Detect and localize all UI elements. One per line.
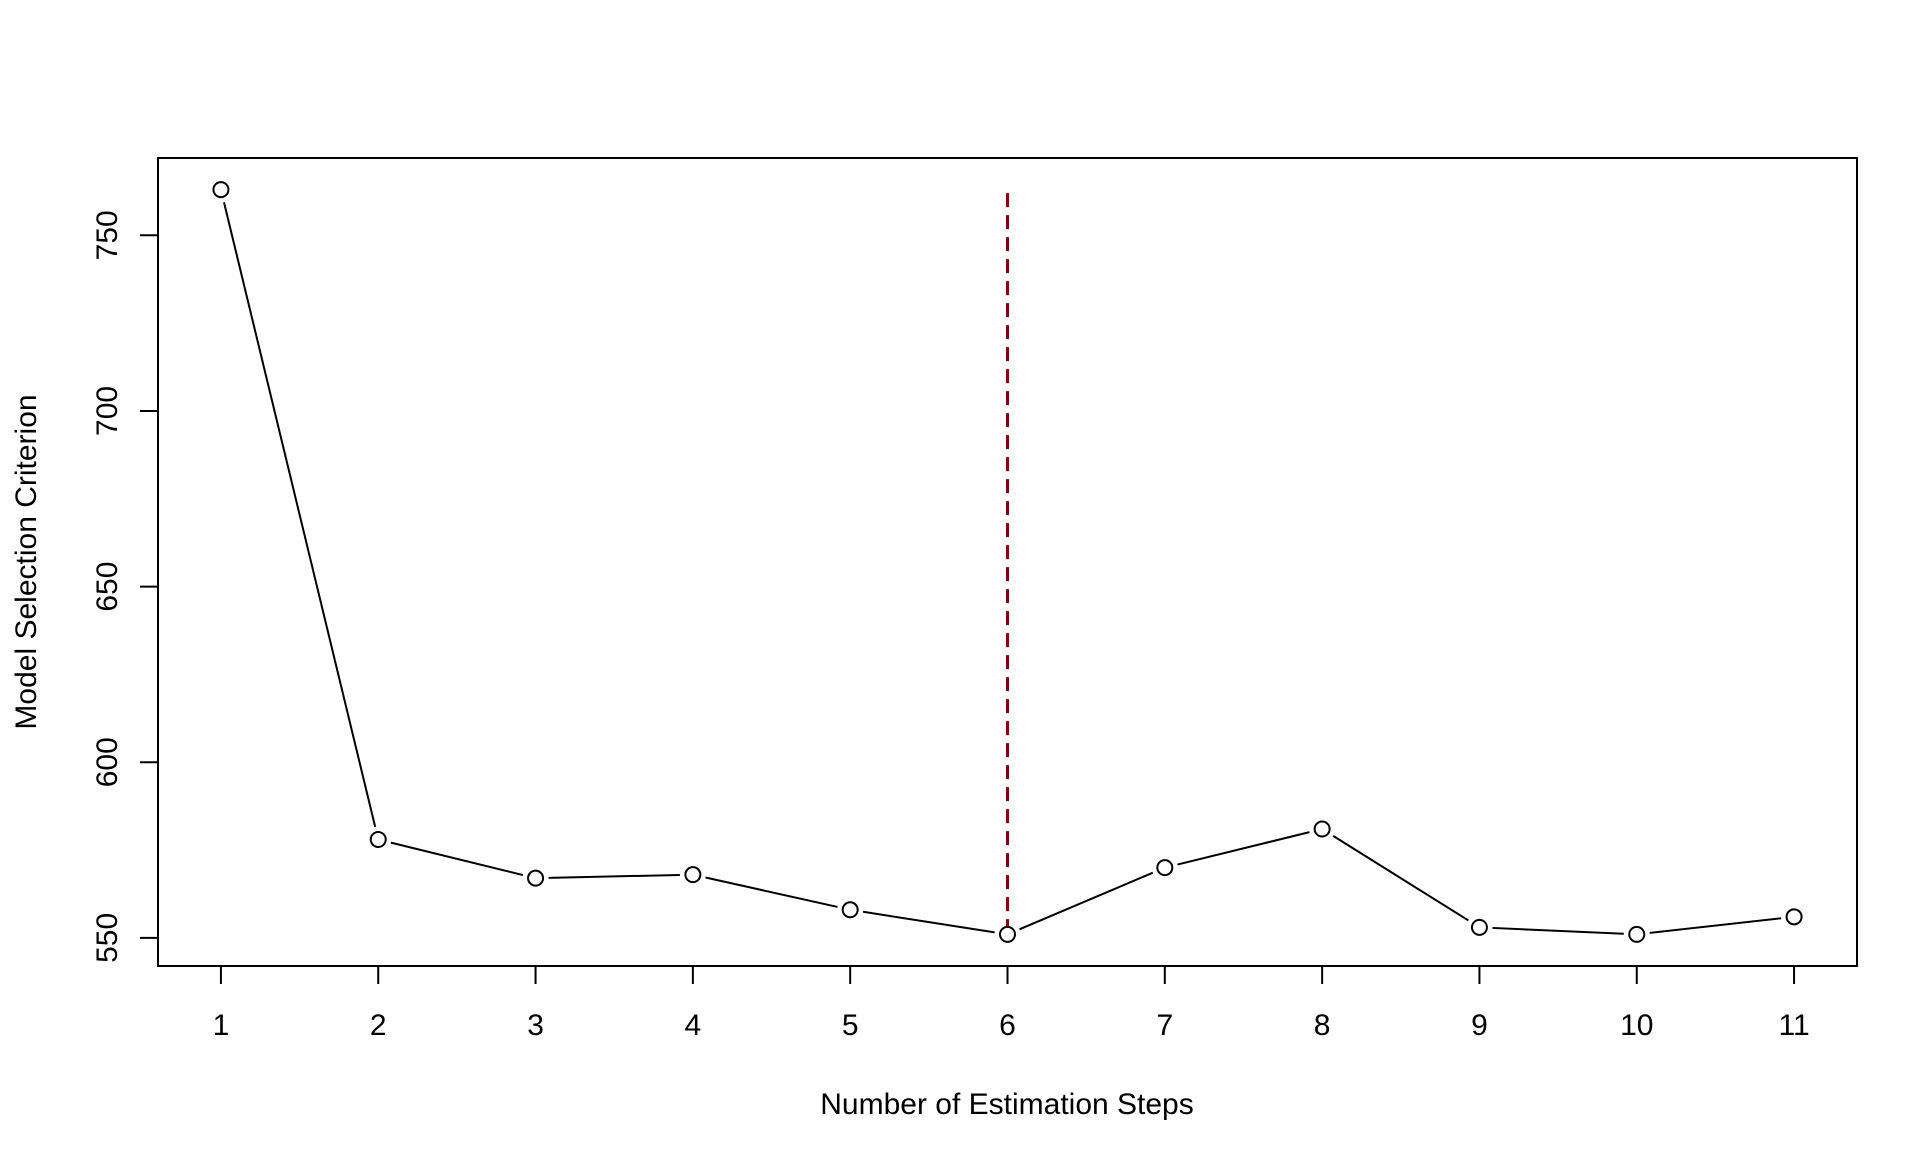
series-line-segment	[223, 202, 377, 828]
series-line-segment	[1177, 831, 1310, 866]
x-axis-title: Number of Estimation Steps	[820, 1088, 1194, 1121]
y-tick-label: 550	[91, 913, 124, 963]
data-point	[1156, 859, 1174, 877]
data-point	[1313, 820, 1331, 838]
x-tick-label: 11	[1778, 1009, 1809, 1042]
x-tick-label: 2	[370, 1009, 387, 1042]
y-axis-title: Model Selection Criterion	[10, 394, 43, 729]
data-point	[1470, 918, 1488, 936]
data-point	[841, 901, 859, 919]
series-line-segment	[390, 841, 524, 877]
data-point	[1785, 908, 1803, 926]
series-line-segment	[548, 873, 680, 879]
data-point	[999, 925, 1016, 943]
y-tick-label: 700	[91, 386, 124, 436]
x-tick-label: 6	[999, 1009, 1016, 1042]
y-tick-label: 750	[91, 210, 124, 260]
series-line-segment	[1019, 871, 1154, 931]
series-line-segment	[1492, 926, 1624, 935]
x-axis: 1 2 3 4 5 6 7 8 9 10 11	[213, 966, 1810, 1042]
series-line-segment	[1649, 917, 1782, 934]
series-line-segment	[862, 910, 995, 934]
y-tick-label: 600	[91, 737, 124, 787]
x-tick-label: 7	[1156, 1009, 1173, 1042]
data-point	[212, 181, 230, 199]
x-tick-label: 10	[1620, 1009, 1653, 1042]
series-line-segment	[1332, 835, 1469, 922]
data-point	[369, 831, 387, 849]
x-tick-label: 4	[685, 1009, 702, 1042]
x-tick-label: 1	[213, 1009, 230, 1042]
series-line-segment	[705, 876, 838, 908]
x-tick-label: 8	[1314, 1009, 1331, 1042]
data-point	[1628, 925, 1646, 943]
y-axis: 550 600 650 700 750	[91, 210, 158, 963]
x-tick-label: 5	[842, 1009, 859, 1042]
series-layer	[212, 181, 1803, 943]
data-point	[684, 866, 702, 884]
y-tick-label: 650	[91, 562, 124, 612]
x-tick-label: 3	[527, 1009, 544, 1042]
data-point	[527, 869, 545, 887]
x-tick-label: 9	[1471, 1009, 1488, 1042]
